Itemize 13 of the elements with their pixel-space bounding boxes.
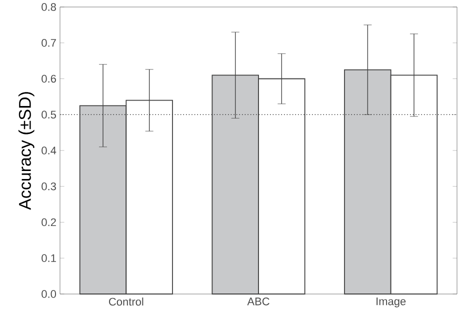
y-tick-label: 0.4 xyxy=(42,146,56,154)
y-tick-label: 0.6 xyxy=(42,74,56,83)
y-tick-label: 0.1 xyxy=(42,254,56,262)
y-tick-label: 0.8 xyxy=(42,3,56,11)
x-tick-label: Image xyxy=(376,298,406,308)
x-tick-label: Control xyxy=(109,298,144,306)
y-tick-label: 0.3 xyxy=(42,182,56,190)
y-tick-label: 0.0 xyxy=(42,290,56,298)
x-tick-label: ABC xyxy=(247,298,270,306)
y-tick-label: 0.2 xyxy=(42,218,56,226)
y-tick-label: 0.5 xyxy=(42,110,56,119)
y-tick-label: 0.7 xyxy=(42,38,56,47)
y-axis-title: Accuracy (±SD) xyxy=(18,92,34,210)
